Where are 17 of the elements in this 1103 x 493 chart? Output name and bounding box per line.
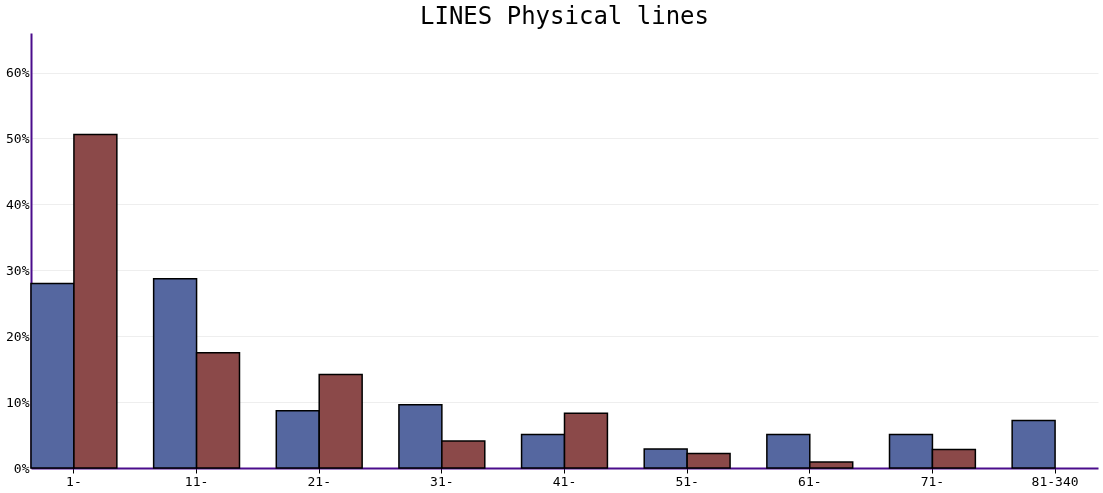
x-tick-label: 1- bbox=[66, 473, 82, 489]
y-tick-label: 60% bbox=[6, 65, 30, 81]
x-tick-label: 31- bbox=[430, 473, 454, 489]
y-tick-label: 50% bbox=[6, 130, 30, 146]
x-tick-label: 61- bbox=[798, 473, 822, 489]
x-tick-label: 11- bbox=[184, 473, 209, 489]
y-tick-label: 20% bbox=[6, 328, 30, 344]
x-tick-label: 81-340 bbox=[1031, 473, 1079, 489]
x-tick-label: 51- bbox=[675, 473, 699, 489]
chart-title: LINES Physical lines bbox=[420, 2, 709, 30]
y-tick-label: 10% bbox=[6, 394, 30, 410]
y-tick-label: 30% bbox=[6, 262, 30, 278]
x-tick-label: 21- bbox=[307, 473, 331, 489]
x-tick-label: 71- bbox=[920, 473, 945, 489]
y-tick-label: 40% bbox=[6, 196, 30, 212]
y-tick-label: 0% bbox=[13, 460, 30, 476]
x-tick-label: 41- bbox=[552, 473, 577, 489]
